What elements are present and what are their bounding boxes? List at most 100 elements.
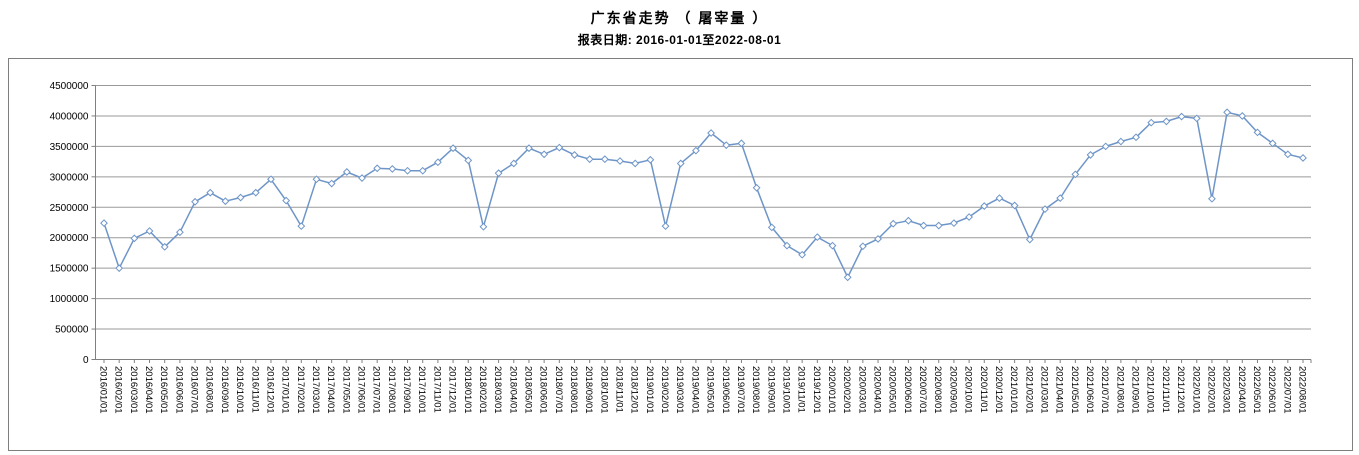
x-axis-label: 2022/01/01 xyxy=(1190,366,1201,414)
x-axis-label: 2018/12/01 xyxy=(629,366,640,414)
x-axis-label: 2021/08/01 xyxy=(1114,366,1125,414)
x-axis-label: 2017/07/01 xyxy=(371,366,382,414)
data-point-marker xyxy=(1071,170,1080,179)
data-point-marker xyxy=(555,143,564,152)
x-axis-label: 2019/10/01 xyxy=(780,366,791,414)
data-point-marker xyxy=(965,213,974,221)
x-axis-label: 2022/05/01 xyxy=(1251,366,1262,414)
x-axis-label: 2018/05/01 xyxy=(522,366,533,414)
data-point-marker xyxy=(919,221,928,230)
x-axis-label: 2019/01/01 xyxy=(644,366,655,414)
data-point-marker xyxy=(585,155,594,164)
trend-line xyxy=(103,111,1304,279)
data-point-marker xyxy=(267,175,275,184)
x-axis-label: 2020/01/01 xyxy=(826,366,837,414)
x-axis-label: 2017/11/01 xyxy=(431,366,442,413)
x-axis-label: 2016/06/01 xyxy=(173,366,184,414)
data-point-marker xyxy=(282,196,291,205)
x-axis-label: 2020/02/01 xyxy=(841,366,852,414)
x-axis-label: 2020/03/01 xyxy=(856,366,867,414)
data-point-marker xyxy=(1177,112,1186,121)
x-axis-label: 2017/06/01 xyxy=(356,366,367,414)
y-axis-label: 2500000 xyxy=(50,203,89,214)
x-axis-label: 2021/02/01 xyxy=(1023,366,1034,414)
x-axis-label: 2019/03/01 xyxy=(674,366,685,414)
x-axis-label: 2022/04/01 xyxy=(1236,366,1247,414)
y-axis-label: 0 xyxy=(83,355,89,366)
report-date-subtitle: 报表日期: 2016-01-01至2022-08-01 xyxy=(577,33,782,47)
x-axis-label: 2022/03/01 xyxy=(1221,366,1232,414)
x-axis-label: 2021/04/01 xyxy=(1054,366,1065,414)
x-axis-label: 2017/01/01 xyxy=(280,366,291,414)
x-axis-label: 2018/06/01 xyxy=(538,366,549,414)
x-axis-label: 2019/02/01 xyxy=(659,366,670,414)
y-axis-label: 2000000 xyxy=(50,233,89,244)
y-axis-label: 3000000 xyxy=(50,172,89,183)
x-axis-label: 2020/08/01 xyxy=(932,366,943,414)
x-axis-label: 2017/03/01 xyxy=(310,366,321,414)
y-axis-label: 3500000 xyxy=(50,142,89,153)
x-axis-label: 2019/04/01 xyxy=(689,366,700,414)
x-axis-label: 2017/05/01 xyxy=(340,366,351,414)
data-point-marker xyxy=(342,168,351,176)
x-axis-label: 2022/08/01 xyxy=(1297,366,1308,414)
data-point-marker xyxy=(1238,112,1247,120)
x-axis-label: 2021/05/01 xyxy=(1069,366,1080,414)
data-point-marker xyxy=(540,150,549,159)
data-point-marker xyxy=(479,222,488,231)
page-title: 广东省走势 （ 屠宰量 ） xyxy=(590,10,769,26)
x-axis-label: 2017/04/01 xyxy=(325,366,336,414)
x-axis-label: 2020/09/01 xyxy=(947,366,958,414)
data-point-marker xyxy=(1101,142,1110,151)
x-axis-label: 2016/02/01 xyxy=(113,366,124,414)
x-axis-label: 2021/07/01 xyxy=(1099,366,1110,414)
x-axis-label: 2017/10/01 xyxy=(416,366,427,414)
data-point-marker xyxy=(980,202,989,210)
x-axis-label: 2021/12/01 xyxy=(1175,366,1186,414)
y-axis-label: 4000000 xyxy=(50,111,89,122)
data-point-marker xyxy=(373,164,382,173)
x-axis-label: 2020/10/01 xyxy=(963,366,974,414)
y-axis-label: 1000000 xyxy=(50,294,89,305)
data-point-marker xyxy=(115,264,124,273)
x-axis-label: 2018/02/01 xyxy=(477,366,488,414)
data-point-marker xyxy=(312,175,321,184)
data-point-marker xyxy=(646,155,655,164)
data-point-marker xyxy=(464,156,473,165)
data-point-marker xyxy=(661,222,670,231)
data-point-marker xyxy=(327,179,336,188)
data-point-marker xyxy=(494,169,503,178)
data-point-marker xyxy=(1268,139,1277,148)
data-point-marker xyxy=(433,158,442,167)
data-point-marker xyxy=(449,144,457,153)
y-axis-label: 4500000 xyxy=(50,81,89,92)
data-point-marker xyxy=(206,188,215,197)
data-point-marker xyxy=(767,223,776,232)
data-point-marker xyxy=(934,221,943,230)
x-axis-label: 2018/08/01 xyxy=(568,366,579,414)
data-point-marker xyxy=(1132,133,1140,142)
data-point-marker xyxy=(783,241,791,250)
x-axis-label: 2018/03/01 xyxy=(492,366,503,414)
x-axis-label: 2016/05/01 xyxy=(158,366,169,414)
x-axis-label: 2019/12/01 xyxy=(811,366,822,414)
data-point-marker xyxy=(1253,128,1262,137)
x-axis-label: 2019/09/01 xyxy=(765,366,776,414)
x-axis-label: 2018/10/01 xyxy=(598,366,609,414)
x-axis-label: 2019/07/01 xyxy=(735,366,746,414)
data-point-marker xyxy=(145,227,154,235)
data-point-marker xyxy=(722,141,731,150)
data-point-marker xyxy=(737,139,746,148)
x-axis-label: 2021/10/01 xyxy=(1145,366,1156,414)
x-axis-label: 2020/06/01 xyxy=(902,366,913,414)
data-point-marker xyxy=(1299,154,1307,162)
data-point-marker xyxy=(631,159,640,168)
x-axis-label: 2022/02/01 xyxy=(1205,366,1216,414)
data-point-marker xyxy=(160,242,169,251)
x-axis-label: 2017/02/01 xyxy=(295,366,306,414)
data-point-marker xyxy=(1116,137,1125,146)
data-point-marker xyxy=(858,242,867,251)
data-point-marker xyxy=(251,188,260,197)
data-point-marker xyxy=(828,241,837,250)
